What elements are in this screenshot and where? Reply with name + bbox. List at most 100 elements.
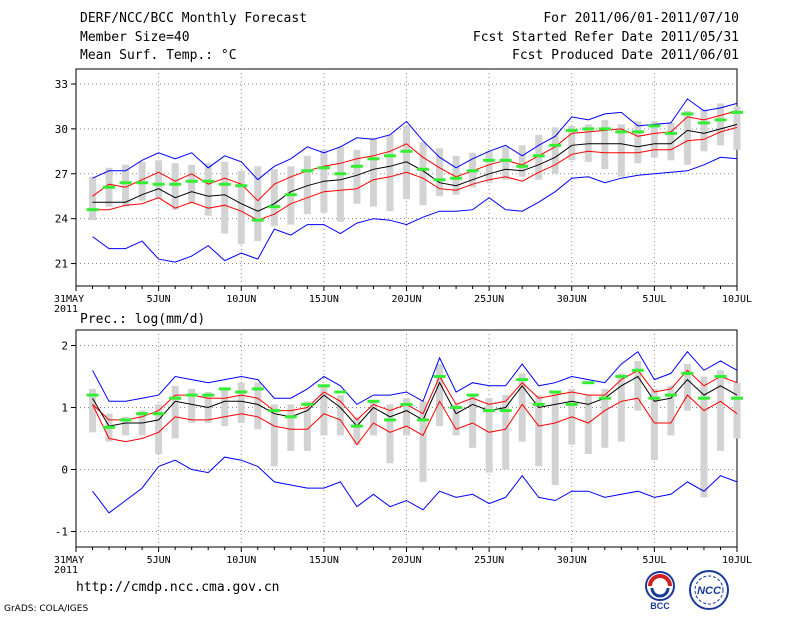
temperature-box <box>155 160 163 200</box>
precipitation-box <box>320 385 328 436</box>
temperature-box <box>254 166 262 242</box>
precipitation-box <box>700 376 708 498</box>
temperature-box <box>403 125 410 200</box>
temperature-box <box>204 163 212 216</box>
temperature-xtick-label: 5JUN <box>147 294 171 305</box>
precipitation-box <box>353 416 361 445</box>
temperature-box <box>617 124 625 177</box>
precipitation-box <box>617 373 625 442</box>
temperature-xtick-label: 20JUN <box>391 294 421 305</box>
precipitation-xtick-label: 2011 <box>54 565 78 576</box>
precipitation-box <box>716 370 724 451</box>
temperature-xtick-label: 31MAY <box>54 294 84 305</box>
precipitation-line-mean <box>92 375 738 427</box>
grads-credit: GrADS: COLA/IGES <box>4 604 89 614</box>
precipitation-box <box>386 404 394 464</box>
temperature-box <box>584 124 592 162</box>
temperature-line-mean <box>92 123 738 212</box>
temperature-xtick-label: 15JUN <box>309 294 339 305</box>
precipitation-xtick-label: 31MAY <box>54 555 84 566</box>
temperature-xtick-label: 10JUL <box>722 294 752 305</box>
temperature-box <box>436 148 444 197</box>
precipitation-box <box>436 364 444 427</box>
temperature-box <box>419 142 427 206</box>
precipitation-xtick-label: 15JUN <box>309 555 339 566</box>
precipitation-box <box>419 401 427 482</box>
temperature-line-red_hi <box>92 110 738 202</box>
precipitation-box <box>188 388 196 423</box>
temperature-box <box>452 155 460 195</box>
member-size: Member Size=40 <box>80 30 190 45</box>
precipitation-xtick-label: 30JUN <box>557 555 587 566</box>
precipitation-box <box>89 388 97 433</box>
precipitation-xtick-label: 10JUN <box>226 555 256 566</box>
temperature-xtick-label: 25JUN <box>474 294 504 305</box>
temperature-box <box>303 155 311 215</box>
temperature-ytick-label: 27 <box>55 168 68 181</box>
precipitation-ytick-label: -1 <box>55 526 68 539</box>
temperature-box <box>733 106 741 150</box>
temperature-box <box>667 122 675 161</box>
precipitation-box <box>303 401 311 451</box>
footer-url[interactable]: http://cmdp.ncc.cma.gov.cn <box>76 580 280 595</box>
precipitation-box <box>336 395 344 436</box>
precipitation-box <box>469 395 477 448</box>
temperature-box <box>386 134 394 212</box>
bcc-logo-icon: BCC <box>645 571 675 611</box>
precipitation-box <box>221 388 229 427</box>
temperature-box <box>336 146 344 222</box>
precipitation-xtick-label: 5JUL <box>642 555 666 566</box>
precipitation-box <box>254 382 262 430</box>
temperature-box <box>188 164 196 204</box>
temperature-box <box>237 170 245 245</box>
precipitation-ytick-label: 0 <box>61 464 68 477</box>
precipitation-ytick-label: 1 <box>61 402 68 415</box>
temperature-box <box>353 149 361 204</box>
precipitation-box <box>171 385 179 439</box>
temperature-ytick-label: 21 <box>55 258 68 271</box>
precipitation-box <box>584 395 592 454</box>
precipitation-box <box>155 404 163 454</box>
precipitation-box <box>270 404 278 467</box>
temperature-ytick-label: 33 <box>55 78 68 91</box>
temperature-box <box>270 169 278 227</box>
precipitation-box <box>733 382 741 439</box>
temperature-box <box>716 103 724 146</box>
precipitation-box <box>237 382 245 423</box>
bcc-logo-text: BCC <box>650 601 670 611</box>
precipitation-line-red_hi <box>92 369 738 421</box>
temperature-xtick-label: 10JUN <box>226 294 256 305</box>
forecast-period: For 2011/06/01-2011/07/10 <box>543 11 739 26</box>
ncc-logo-icon: NCC <box>689 570 729 610</box>
temperature-box <box>502 146 510 180</box>
temperature-ytick-label: 30 <box>55 123 68 136</box>
precipitation-box <box>683 364 691 411</box>
precipitation-box <box>369 401 377 436</box>
temperature-ytick-label: 24 <box>55 213 69 226</box>
temperature-box <box>568 125 576 161</box>
temperature-box <box>171 163 179 210</box>
temperature-box <box>634 121 642 164</box>
temperature-box <box>89 176 97 221</box>
temperature-box <box>518 145 526 177</box>
ncc-logo-text: NCC <box>697 585 722 597</box>
precipitation-line-red_lo <box>92 394 738 446</box>
temperature-box <box>683 110 691 165</box>
precipitation-line-min <box>92 456 738 514</box>
temperature-box <box>221 161 229 234</box>
temperature-box <box>551 127 559 174</box>
temperature-line-max <box>92 156 738 263</box>
precipitation-box <box>535 395 543 467</box>
temperature-line-upper <box>92 98 738 181</box>
temperature-box <box>650 121 658 158</box>
temperature-box <box>601 119 609 170</box>
precipitation-box <box>502 395 510 470</box>
variable-label-temp: Mean Surf. Temp.: °C <box>80 48 237 63</box>
precipitation-box <box>667 385 675 436</box>
temperature-xtick-label: 5JUL <box>642 294 666 305</box>
precipitation-box <box>518 373 526 442</box>
precipitation-box <box>485 398 493 473</box>
temperature-xtick-label: 2011 <box>54 304 78 315</box>
forecast-start-date: Fcst Started Refer Date 2011/05/31 <box>472 30 739 45</box>
precipitation-xtick-label: 25JUN <box>474 555 504 566</box>
